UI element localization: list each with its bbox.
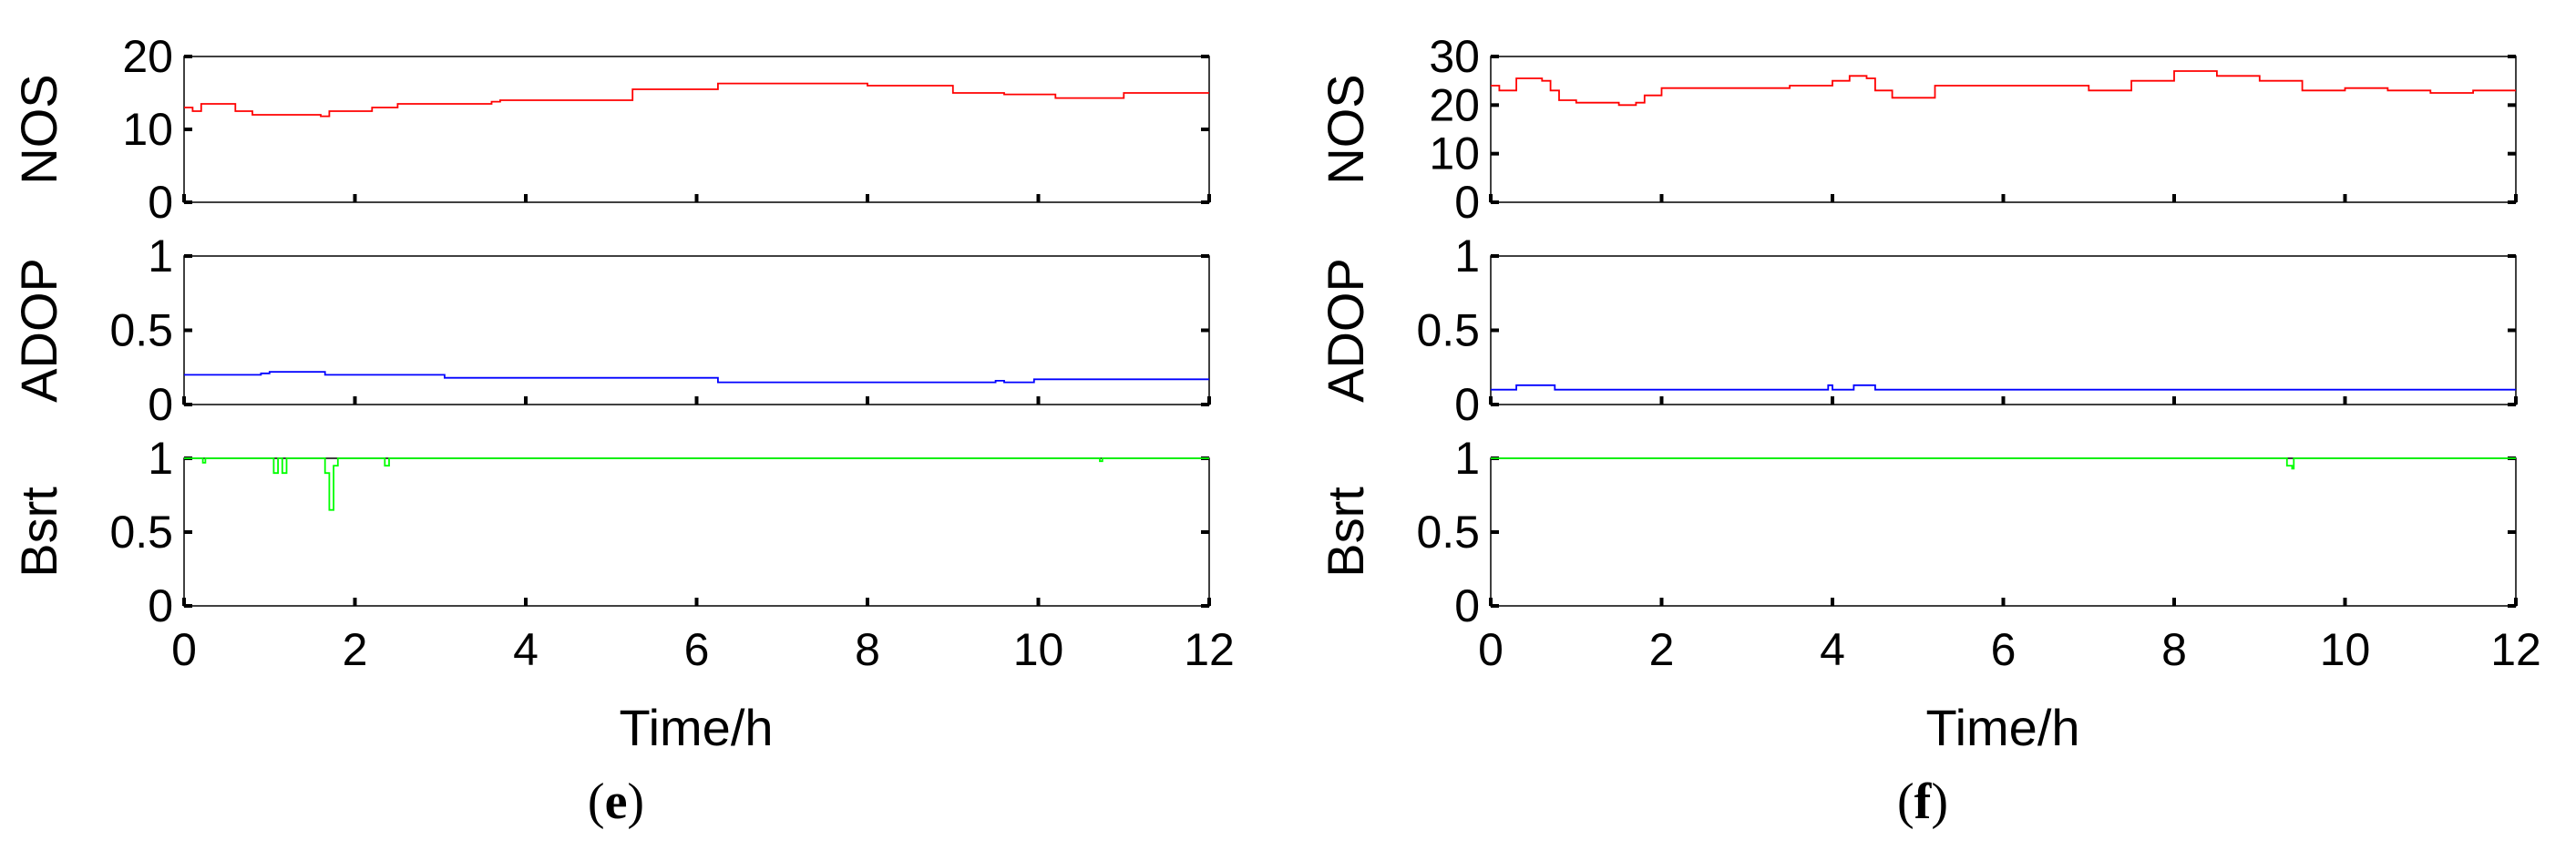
axes-box [183, 56, 1210, 203]
series-line-bsrt [184, 457, 1209, 511]
y-tick-label: 1 [1454, 231, 1480, 282]
series-line-adop [1491, 384, 2516, 391]
x-tick-label: 4 [513, 624, 539, 675]
panel-label: (f) [1897, 774, 1948, 830]
y-tick-label: 20 [1429, 79, 1480, 130]
y-tick-label: 0 [148, 379, 173, 430]
x-tick-label: 4 [1820, 624, 1845, 675]
axes-box [1490, 457, 2517, 607]
x-tick-label: 10 [1013, 624, 1064, 675]
y-tick-label: 20 [122, 31, 173, 82]
subplot-nos: 0 10 20 NOS [10, 31, 1211, 228]
series-line-nos [184, 82, 1209, 118]
y-axis-label: ADOP [1317, 258, 1374, 403]
y-tick-label: 0.5 [1416, 305, 1480, 356]
x-tick-label: 12 [2490, 624, 2541, 675]
y-tick-label: 0 [1454, 177, 1480, 228]
y-tick-label: 30 [1429, 31, 1480, 82]
y-tick-label: 0 [1454, 379, 1480, 430]
axes-box [1490, 255, 2517, 405]
y-axis-label: Bsrt [1317, 487, 1374, 578]
y-tick-label: 0 [148, 177, 173, 228]
x-tick-label: 10 [2320, 624, 2371, 675]
y-tick-label: 0 [1454, 580, 1480, 631]
subplot-adop: 0 0.5 1 ADOP [10, 231, 1211, 430]
y-tick-label: 1 [148, 231, 173, 282]
x-tick-label: 0 [1478, 624, 1504, 675]
y-tick-label: 1 [1454, 433, 1480, 484]
subplot-bsrt: 0 0.5 1 Bsrt [1317, 433, 2518, 631]
x-tick-label: 12 [1184, 624, 1235, 675]
y-axis-label: NOS [1317, 74, 1374, 184]
y-tick-label: 0.5 [109, 305, 173, 356]
x-axis-label: Time/h [619, 699, 773, 756]
y-tick-label: 1 [148, 433, 173, 484]
series-line-bsrt [1491, 457, 2516, 470]
axes-box [183, 255, 1210, 405]
x-tick-label: 8 [855, 624, 880, 675]
x-tick-label: 8 [2161, 624, 2187, 675]
subplot-adop: 0 0.5 1 ADOP [1317, 231, 2518, 430]
y-tick-label: 10 [122, 104, 173, 155]
x-tick-label: 6 [684, 624, 710, 675]
panel-label: (e) [588, 774, 644, 830]
y-tick-label: 0.5 [1416, 507, 1480, 558]
x-axis-label: Time/h [1925, 699, 2079, 756]
subplot-bsrt: 0 0.5 1 Bsrt [10, 433, 1211, 631]
x-tick-label: 6 [1991, 624, 2017, 675]
axes-box [1490, 56, 2517, 203]
y-tick-label: 0.5 [109, 507, 173, 558]
x-tick-label: 2 [343, 624, 368, 675]
y-axis-label: ADOP [10, 258, 67, 403]
y-tick-label: 0 [148, 580, 173, 631]
x-tick-label: 2 [1649, 624, 1675, 675]
series-line-adop [184, 371, 1209, 384]
y-axis-label: Bsrt [10, 487, 67, 578]
y-axis-label: NOS [10, 74, 67, 184]
axes-box [183, 457, 1210, 607]
y-tick-label: 10 [1429, 128, 1480, 179]
series-line-nos [1491, 70, 2516, 107]
x-tick-label: 0 [171, 624, 197, 675]
panel-e: 0 10 20 NOS 0 0.5 1 ADOP 0 0.5 1 Bsrt 0 2 4 6 8 10 12 Time/… [10, 31, 1235, 830]
